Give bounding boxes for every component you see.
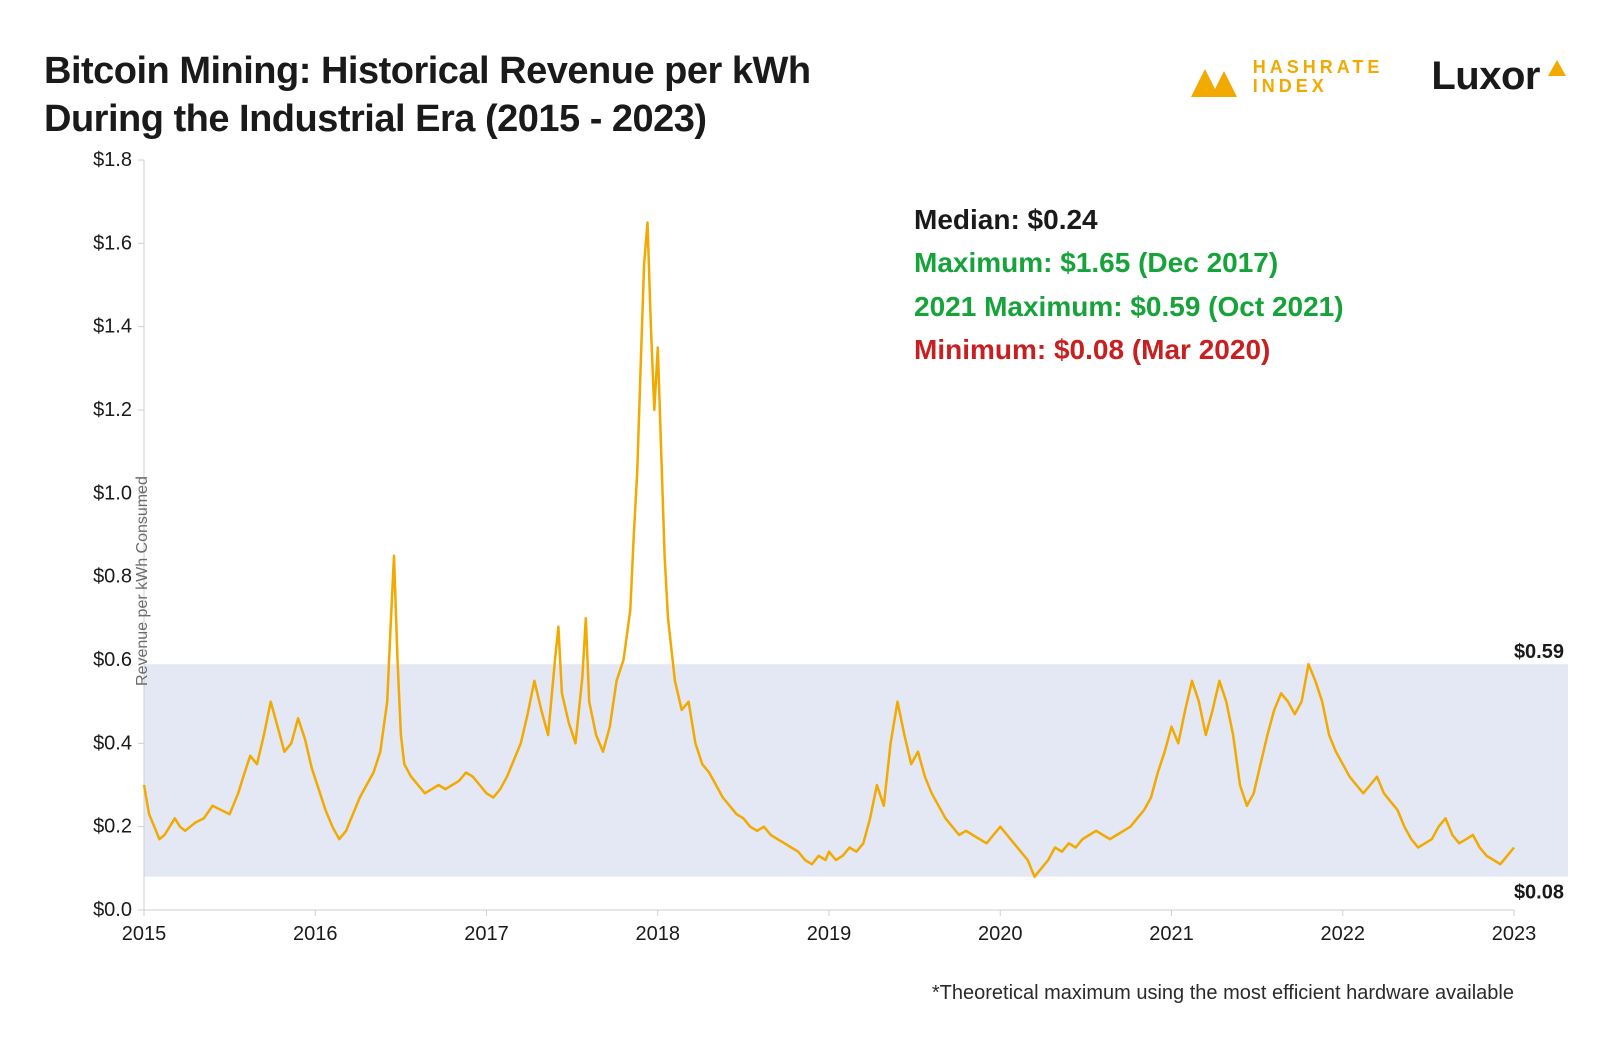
y-axis-label: Revenue per kWh Consumed [134, 476, 152, 686]
luxor-accent-icon [1546, 58, 1568, 78]
svg-text:2021: 2021 [1149, 923, 1194, 945]
stat-maximum: Maximum: $1.65 (Dec 2017) [914, 241, 1344, 284]
logo-bar: HASHRATE INDEX Luxor [1189, 48, 1568, 99]
svg-text:$1.2: $1.2 [93, 399, 132, 421]
svg-text:2016: 2016 [293, 923, 338, 945]
chart-area: Revenue per kWh Consumed $0.0 $0.2 $0.4 $0.… [44, 150, 1568, 1012]
svg-text:$1.4: $1.4 [93, 316, 132, 338]
hashrate-index-icon [1189, 55, 1239, 99]
stat-median: Median: $0.24 [914, 198, 1344, 241]
stats-box: Median: $0.24 Maximum: $1.65 (Dec 2017) … [914, 198, 1344, 372]
svg-text:$1.8: $1.8 [93, 150, 132, 171]
svg-text:$0.2: $0.2 [93, 816, 132, 838]
svg-text:$0.4: $0.4 [93, 732, 132, 754]
svg-text:2023: 2023 [1492, 923, 1537, 945]
stat-minimum: Minimum: $0.08 (Mar 2020) [914, 328, 1344, 371]
svg-text:2019: 2019 [807, 923, 852, 945]
title-line-1: Bitcoin Mining: Historical Revenue per k… [44, 48, 811, 96]
chart-title: Bitcoin Mining: Historical Revenue per k… [44, 48, 811, 143]
footnote: *Theoretical maximum using the most effi… [932, 982, 1514, 1005]
svg-text:2020: 2020 [978, 923, 1023, 945]
svg-text:$0.59: $0.59 [1514, 641, 1564, 663]
svg-text:2015: 2015 [122, 923, 167, 945]
svg-text:$0.08: $0.08 [1514, 882, 1564, 904]
svg-text:$0.8: $0.8 [93, 566, 132, 588]
svg-text:$0.6: $0.6 [93, 649, 132, 671]
svg-text:$1.0: $1.0 [93, 482, 132, 504]
stat-2021max: 2021 Maximum: $0.59 (Oct 2021) [914, 285, 1344, 328]
luxor-text: Luxor [1431, 54, 1540, 99]
svg-text:2022: 2022 [1321, 923, 1366, 945]
svg-text:2017: 2017 [464, 923, 509, 945]
svg-text:$1.6: $1.6 [93, 232, 132, 254]
svg-text:2018: 2018 [636, 923, 681, 945]
hashrate-text-bottom: INDEX [1253, 77, 1384, 96]
hashrate-text-top: HASHRATE [1253, 58, 1384, 77]
hashrate-index-logo: HASHRATE INDEX [1189, 55, 1384, 99]
luxor-logo: Luxor [1431, 54, 1568, 99]
svg-text:$0.0: $0.0 [93, 899, 132, 921]
title-line-2: During the Industrial Era (2015 - 2023) [44, 96, 811, 144]
